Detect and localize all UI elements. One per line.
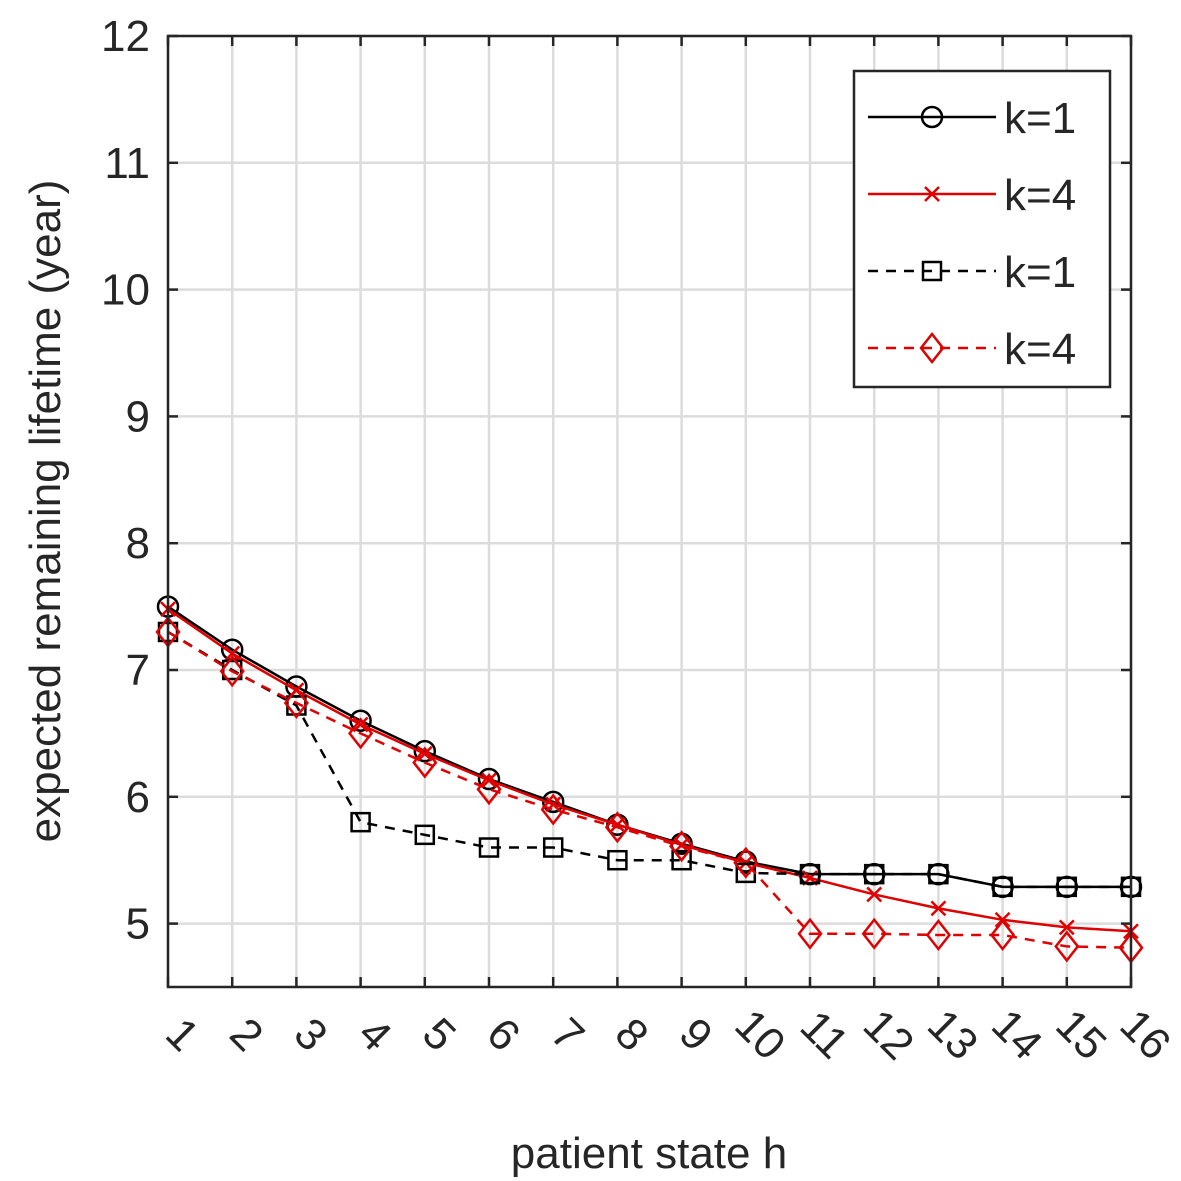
legend-entry: k=1	[868, 94, 1076, 143]
x-tick-label: 2	[220, 1009, 272, 1061]
data-point	[542, 837, 564, 858]
legend-label: k=1	[1004, 248, 1076, 297]
data-point	[481, 772, 497, 789]
x-tick-label: 1	[156, 1009, 208, 1061]
data-point	[928, 863, 949, 885]
x-tick-label: 8	[606, 1009, 658, 1061]
data-point	[797, 917, 823, 950]
x-tick-label: 11	[791, 1001, 858, 1068]
x-tick-label: 12	[854, 1000, 923, 1069]
x-tick-label: 15	[1046, 1000, 1115, 1069]
data-point	[1054, 930, 1080, 963]
plot-frame	[166, 34, 1133, 989]
data-point	[1056, 876, 1078, 898]
data-point	[352, 716, 369, 733]
legend-entry: k=1	[868, 248, 1076, 297]
legend-entry: k=4	[868, 325, 1076, 374]
x-tick-label: 7	[541, 1009, 593, 1061]
y-axis-label: expected remaining lifetime (year)	[21, 180, 70, 843]
data-point	[414, 824, 436, 846]
y-tick-label: 5	[126, 900, 150, 949]
data-point	[476, 773, 502, 806]
data-point	[477, 767, 501, 791]
y-tick-label: 12	[101, 12, 150, 61]
x-tick-label: 10	[725, 1000, 794, 1069]
legend-box	[852, 69, 1112, 389]
legend-label: k=4	[1004, 325, 1076, 374]
x-tick-label: 16	[1111, 1000, 1180, 1069]
data-point	[990, 918, 1016, 952]
legend-label: k=1	[1004, 94, 1076, 143]
marker-stroke	[481, 772, 497, 789]
data-point	[350, 811, 371, 833]
data-point	[861, 917, 887, 950]
marker-stroke	[224, 645, 241, 662]
y-tick-label: 7	[126, 646, 150, 695]
legend-marker	[924, 186, 940, 202]
marker-stroke	[1058, 919, 1075, 936]
data-point	[930, 900, 947, 917]
legend-marker	[919, 331, 945, 365]
x-axis-label: patient state h	[511, 1129, 787, 1178]
data-point	[1058, 919, 1075, 936]
marker-stroke	[416, 745, 433, 762]
x-tick-label: 5	[413, 1009, 465, 1061]
data-point	[224, 645, 241, 662]
x-tick-label: 9	[670, 1009, 722, 1061]
data-point	[607, 849, 628, 871]
legend-marker	[921, 260, 943, 282]
series-4	[155, 615, 1144, 964]
data-point	[478, 837, 500, 858]
data-point	[992, 876, 1013, 898]
grid	[166, 34, 1133, 987]
data-point	[799, 863, 821, 885]
legend-marker	[920, 105, 944, 129]
data-point	[863, 863, 885, 885]
data-point	[283, 686, 309, 719]
data-point	[220, 638, 244, 661]
data-point	[348, 717, 374, 750]
legend-entry: k=4	[868, 171, 1076, 220]
series-line	[167, 630, 1132, 949]
x-tick-label: 3	[285, 1009, 337, 1061]
data-point	[669, 830, 695, 863]
legend: k=1 k=4 k=1 k=4	[852, 69, 1112, 389]
data-point	[412, 746, 438, 779]
data-point	[349, 709, 372, 732]
data-point	[416, 745, 433, 762]
data-point	[604, 811, 630, 844]
x-tick-label: 6	[477, 1009, 529, 1061]
series-line	[167, 608, 1132, 933]
marker-stroke	[352, 716, 369, 733]
x-tick-label: 13	[918, 1000, 987, 1069]
data-point	[413, 739, 437, 763]
data-point	[219, 655, 245, 688]
y-tick-label: 11	[104, 139, 150, 188]
legend-label: k=4	[1004, 171, 1076, 220]
y-tick-label: 9	[126, 392, 150, 441]
data-point	[733, 846, 759, 879]
x-tick-label: 4	[349, 1009, 401, 1061]
y-tick-label: 10	[101, 266, 150, 315]
marker-stroke	[866, 886, 883, 903]
y-tick-label: 8	[126, 519, 150, 568]
data-point	[540, 793, 566, 826]
x-tick-label: 14	[982, 1000, 1051, 1069]
data-point	[925, 918, 951, 952]
y-tick-label: 6	[126, 773, 150, 822]
data-point	[866, 886, 883, 903]
marker-stroke	[930, 900, 947, 917]
data-point	[671, 849, 692, 871]
marker-stroke	[924, 186, 940, 202]
